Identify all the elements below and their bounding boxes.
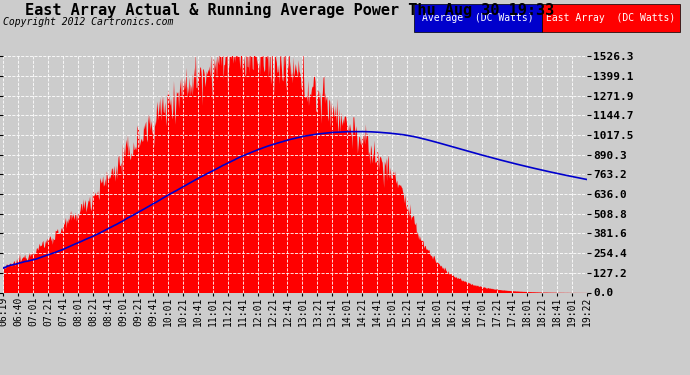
Text: East Array  (DC Watts): East Array (DC Watts)	[546, 13, 676, 23]
Bar	[542, 4, 680, 32]
Bar	[414, 4, 542, 32]
Text: Copyright 2012 Cartronics.com: Copyright 2012 Cartronics.com	[3, 17, 174, 27]
Text: Average  (DC Watts): Average (DC Watts)	[422, 13, 533, 23]
Text: East Array Actual & Running Average Power Thu Aug 30 19:33: East Array Actual & Running Average Powe…	[25, 2, 555, 18]
